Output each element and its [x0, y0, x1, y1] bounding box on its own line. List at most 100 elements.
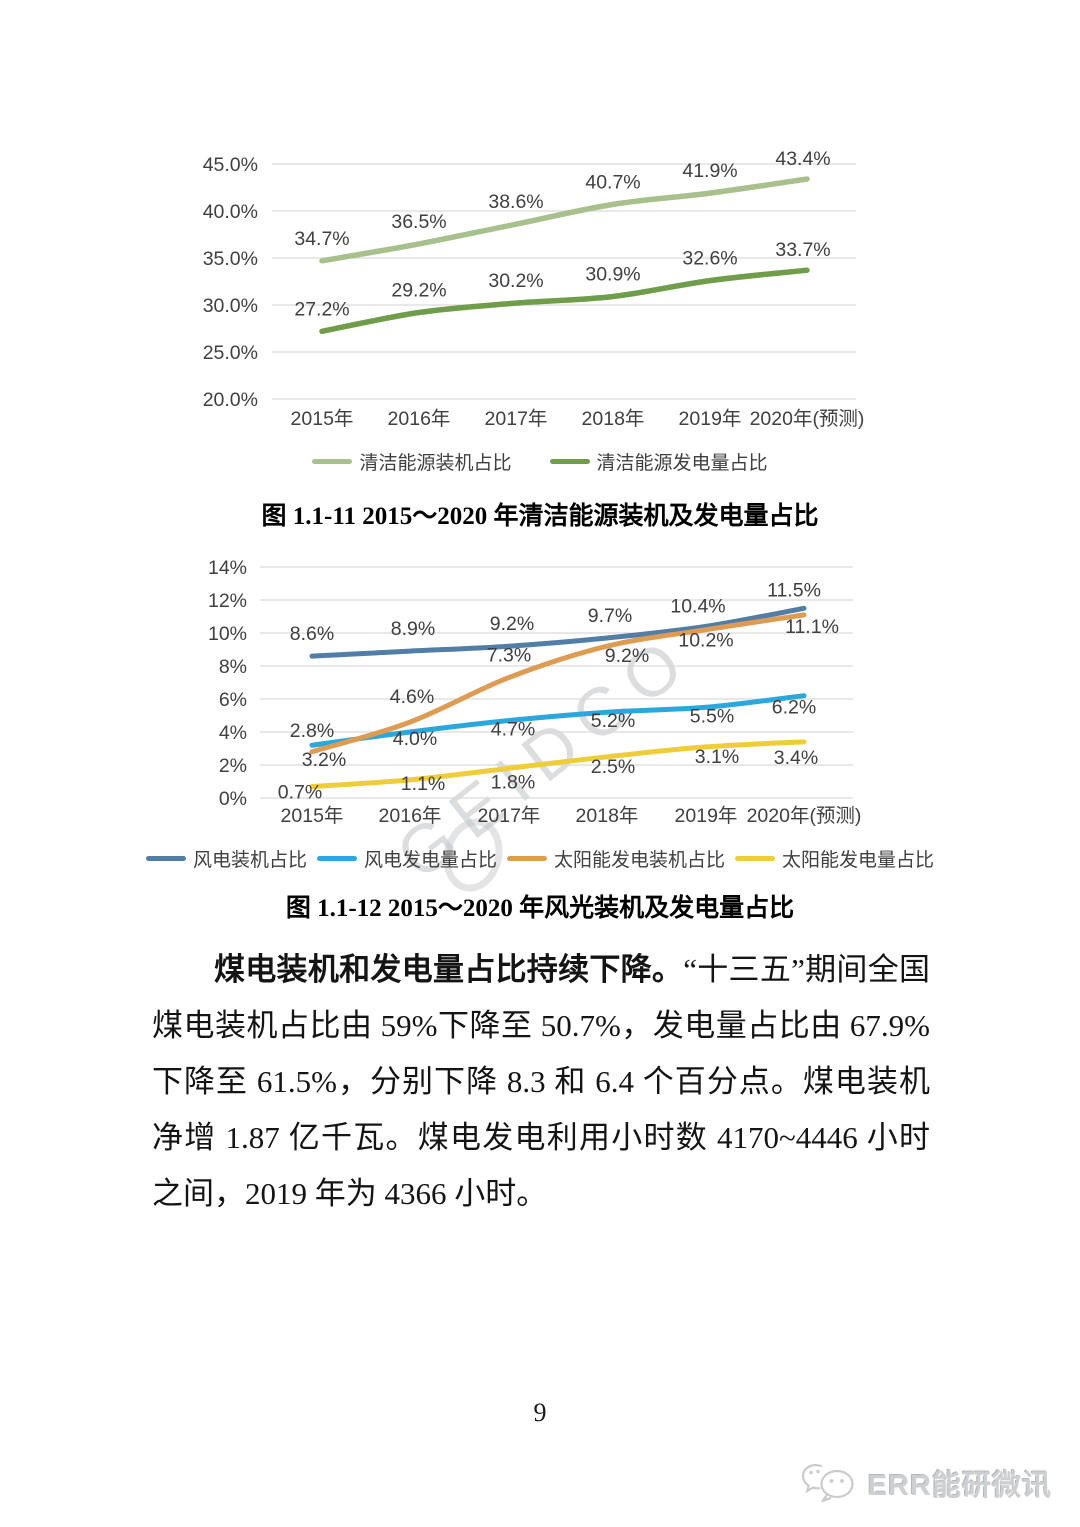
legend-item-清洁能源装机占比: 清洁能源装机占比: [312, 448, 512, 475]
svg-text:10%: 10%: [208, 623, 247, 645]
series-line-太阳能发电装机占比: [309, 612, 807, 755]
data-labels-清洁能源发电量占比: 27.2% 29.2% 30.2% 30.9% 32.6% 33.7%: [294, 239, 830, 320]
svg-text:32.6%: 32.6%: [682, 248, 737, 270]
svg-text:8.6%: 8.6%: [290, 623, 334, 645]
paragraph-text: “十三五”期间全国煤电装机占比由 59%下降至 50.7%，发电量占比由 67.…: [152, 952, 930, 1211]
legend-swatch: [507, 856, 547, 861]
legend-swatch: [145, 856, 186, 861]
legend-item-太阳能发电量占比: 太阳能发电量占比: [735, 845, 934, 872]
legend-label: 太阳能发电量占比: [782, 850, 935, 871]
data-labels-风电装机占比: 8.6% 8.9% 9.2% 9.7% 10.4% 11.5%: [290, 579, 821, 645]
y-axis-tick-labels: 14% 12% 10% 8% 6% 4% 2% 0%: [208, 557, 247, 810]
svg-text:0%: 0%: [219, 788, 247, 810]
svg-text:40.7%: 40.7%: [585, 171, 640, 193]
x-axis-labels: 2015年 2016年 2017年 2018年 2019年 2020年(预测): [291, 408, 865, 430]
body-paragraph: 煤电装机和发电量占比持续下降。“十三五”期间全国煤电装机占比由 59%下降至 5…: [152, 942, 930, 1222]
legend-item-太阳能发电装机占比: 太阳能发电装机占比: [507, 845, 725, 872]
svg-text:2%: 2%: [219, 755, 247, 777]
svg-text:2.5%: 2.5%: [591, 756, 635, 778]
svg-text:3.2%: 3.2%: [302, 749, 346, 771]
svg-text:2018年: 2018年: [576, 805, 639, 827]
svg-text:2016年: 2016年: [388, 408, 451, 430]
page-number: 9: [533, 1398, 547, 1427]
series-line-风电发电量占比: [309, 693, 807, 748]
svg-text:2.8%: 2.8%: [290, 720, 334, 742]
svg-text:2019年: 2019年: [675, 805, 738, 827]
svg-text:10.2%: 10.2%: [678, 630, 733, 652]
svg-text:6%: 6%: [219, 689, 247, 711]
data-labels-风电发电量占比: 3.2% 4.0% 4.7% 5.2% 5.5% 6.2%: [302, 697, 816, 772]
paragraph-bold-lead: 煤电装机和发电量占比持续下降。: [214, 952, 684, 987]
svg-text:38.6%: 38.6%: [488, 191, 543, 213]
svg-text:4.6%: 4.6%: [390, 686, 434, 708]
svg-text:2017年: 2017年: [478, 805, 541, 827]
svg-text:29.2%: 29.2%: [391, 280, 446, 302]
svg-text:35.0%: 35.0%: [203, 248, 258, 270]
svg-text:9.2%: 9.2%: [605, 645, 649, 667]
series-line-风电装机占比: [309, 605, 807, 659]
wind-solar-legend: 风电装机占比 风电发电量占比 太阳能发电装机占比 太阳能发电量占比: [0, 845, 1080, 872]
svg-text:5.2%: 5.2%: [591, 710, 635, 732]
svg-text:3.1%: 3.1%: [695, 746, 739, 768]
svg-text:1.1%: 1.1%: [401, 773, 445, 795]
svg-text:11.5%: 11.5%: [767, 579, 821, 601]
figure-1-1-12-caption: 图 1.1-12 2015～2020 年风光装机及发电量占比: [285, 895, 795, 922]
data-labels-太阳能发电量占比: 0.7% 1.1% 1.8% 2.5% 3.1% 3.4%: [278, 746, 818, 804]
svg-text:5.5%: 5.5%: [690, 705, 734, 727]
svg-text:0.7%: 0.7%: [278, 782, 322, 804]
svg-text:30.0%: 30.0%: [203, 295, 258, 317]
svg-text:2016年: 2016年: [379, 805, 442, 827]
svg-text:3.4%: 3.4%: [774, 747, 818, 769]
svg-text:2018年: 2018年: [582, 408, 645, 430]
data-labels-太阳能发电装机占比: 2.8% 4.6% 7.3% 9.2% 10.2% 11.1%: [290, 616, 839, 742]
figure-1-1-11-caption: 图 1.1-11 2015～2020 年清洁能源装机及发电量占比: [261, 503, 819, 530]
svg-text:27.2%: 27.2%: [294, 298, 349, 320]
legend-swatch: [735, 856, 776, 861]
legend-label: 太阳能发电装机占比: [554, 850, 726, 871]
svg-text:4.0%: 4.0%: [393, 728, 437, 750]
legend-label: 清洁能源发电量占比: [596, 453, 768, 474]
series-line-清洁能源装机占比: [319, 176, 810, 264]
svg-text:33.7%: 33.7%: [775, 239, 830, 261]
legend-swatch: [312, 459, 353, 464]
y-axis-tick-labels: 45.0% 40.0% 35.0% 30.0% 25.0% 20.0%: [203, 154, 258, 411]
svg-text:43.4%: 43.4%: [775, 148, 830, 170]
svg-text:41.9%: 41.9%: [682, 160, 737, 182]
svg-text:9.7%: 9.7%: [588, 605, 632, 627]
footer-brand-text: ERR能研微讯: [867, 1470, 1052, 1502]
legend-label: 风电装机占比: [192, 850, 307, 871]
svg-text:45.0%: 45.0%: [203, 154, 258, 176]
legend-swatch: [549, 459, 590, 464]
svg-text:4.7%: 4.7%: [491, 719, 535, 741]
legend-label: 清洁能源装机占比: [359, 453, 512, 474]
svg-text:9.2%: 9.2%: [490, 613, 534, 635]
series-line-清洁能源发电量占比: [319, 267, 810, 335]
svg-text:25.0%: 25.0%: [203, 342, 258, 364]
svg-text:40.0%: 40.0%: [203, 201, 258, 223]
svg-text:8.9%: 8.9%: [391, 618, 435, 640]
clean-energy-chart: 45.0% 40.0% 35.0% 30.0% 25.0% 20.0% 2015年 2016年…: [203, 148, 865, 430]
legend-item-清洁能源发电量占比: 清洁能源发电量占比: [549, 448, 768, 475]
svg-text:34.7%: 34.7%: [294, 228, 349, 250]
svg-text:10.4%: 10.4%: [670, 595, 725, 617]
svg-text:2015年: 2015年: [281, 805, 344, 827]
footer-brand: ERR能研微讯: [797, 1460, 1052, 1506]
svg-text:8%: 8%: [219, 656, 247, 678]
svg-text:30.9%: 30.9%: [585, 264, 640, 286]
svg-text:2020年(预测): 2020年(预测): [750, 408, 865, 430]
clean-energy-legend: 清洁能源装机占比 清洁能源发电量占比: [0, 448, 1080, 475]
data-labels-清洁能源装机占比: 34.7% 36.5% 38.6% 40.7% 41.9% 43.4%: [294, 148, 830, 250]
wind-solar-chart: 14%12%10%8%6%4%2%0%2015年 2016年 2017年 2018年 2…: [208, 557, 862, 827]
svg-text:20.0%: 20.0%: [203, 389, 258, 411]
series-line-太阳能发电量占比: [309, 739, 807, 789]
legend-item-风电发电量占比: 风电发电量占比: [316, 845, 497, 872]
svg-text:2019年: 2019年: [679, 408, 742, 430]
svg-text:6.2%: 6.2%: [772, 697, 816, 719]
svg-text:11.1%: 11.1%: [785, 616, 839, 638]
svg-text:1.8%: 1.8%: [491, 771, 535, 793]
x-axis-labels: 2015年 2016年 2017年 2018年 2019年 2020年(预测): [281, 805, 862, 827]
svg-text:2020年(预测): 2020年(预测): [747, 805, 862, 827]
svg-text:4%: 4%: [219, 722, 247, 744]
svg-text:7.3%: 7.3%: [487, 645, 531, 667]
